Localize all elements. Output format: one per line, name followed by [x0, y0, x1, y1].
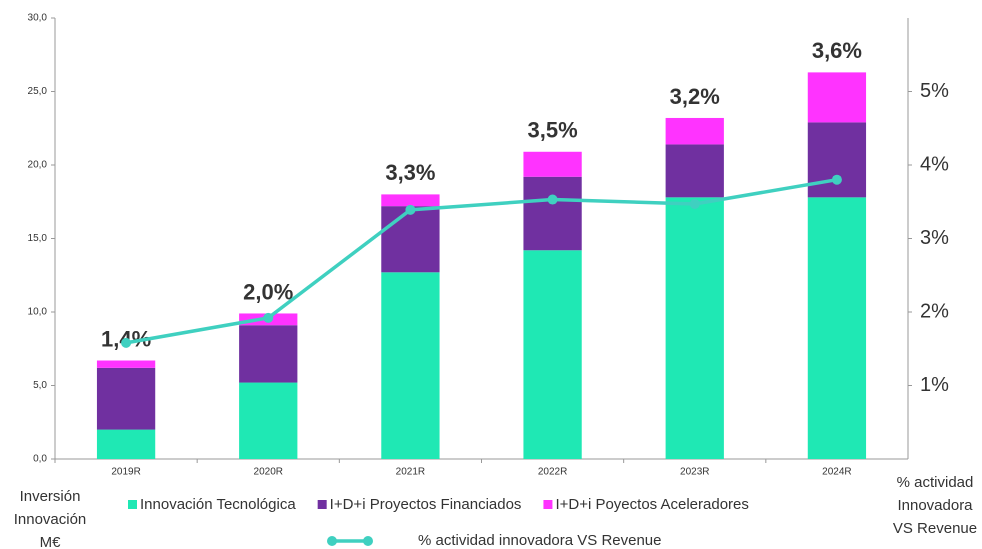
bar-segment [523, 250, 582, 459]
annotation: 3,5% [528, 118, 578, 143]
bar-segment [381, 272, 440, 459]
bar-segment [807, 122, 867, 198]
x-tick-label: 2020R [254, 467, 283, 478]
line-marker [121, 337, 132, 348]
legend-swatch [317, 500, 327, 509]
annotation: 2,0% [243, 279, 293, 304]
bar-segment [381, 206, 440, 273]
legend-marker [327, 536, 337, 546]
y-tick-label: 0,0 [33, 454, 47, 465]
bar-segment [96, 367, 156, 430]
line-marker [831, 174, 842, 185]
bar-segment [523, 176, 582, 251]
annotation: 3,3% [385, 160, 435, 185]
bar-segment [239, 382, 298, 459]
bar-segment [665, 144, 724, 198]
legend-swatch [543, 500, 553, 509]
y2-tick-label: 1% [920, 374, 949, 396]
y-tick-label: 15,0 [28, 233, 48, 244]
y2-axis-label: Innovadora [897, 497, 973, 514]
line-marker [547, 194, 558, 205]
x-tick-label: 2021R [396, 467, 425, 478]
y2-axis-label: % actividad [897, 474, 974, 491]
y-tick-label: 30,0 [28, 13, 48, 24]
bar-segment [807, 72, 867, 123]
y-axis-label: Innovación [14, 511, 87, 528]
line-marker [405, 204, 416, 215]
y-tick-label: 20,0 [28, 160, 48, 171]
y-tick-label: 25,0 [28, 86, 48, 97]
bar-segment [665, 197, 724, 459]
y2-axis-label: VS Revenue [893, 520, 977, 537]
line-marker [263, 312, 274, 323]
line-series [125, 177, 838, 345]
legend-marker [363, 536, 373, 546]
y2-tick-label: 2% [920, 300, 949, 322]
legend-swatch [128, 500, 137, 509]
x-tick-label: 2023R [680, 467, 709, 478]
bar-segment [665, 117, 724, 145]
y-tick-label: 5,0 [33, 380, 47, 391]
y2-tick-label: 4% [920, 153, 949, 175]
bar-segment [96, 429, 156, 459]
bar-segment [381, 194, 440, 207]
legend-label: Innovación Tecnológica [140, 496, 296, 513]
bar-segment [239, 325, 298, 383]
bar-segment [96, 360, 156, 368]
bar-segment [523, 151, 582, 177]
y-axis-label: Inversión [20, 488, 81, 505]
y-axis-label: M€ [40, 534, 61, 549]
x-tick-label: 2019R [111, 467, 140, 478]
annotation: 3,2% [670, 84, 720, 109]
line-marker [689, 198, 700, 209]
legend-label: % actividad innovadora VS Revenue [418, 532, 662, 549]
legend-label: I+D+i Proyectos Financiados [330, 496, 522, 513]
bar-segment [807, 197, 867, 459]
legend-label: I+D+i Poyectos Aceleradores [555, 496, 748, 513]
x-tick-label: 2022R [538, 467, 567, 478]
annotation: 3,6% [812, 38, 862, 63]
x-tick-label: 2024R [822, 467, 851, 478]
y2-tick-label: 3% [920, 227, 949, 249]
y2-tick-label: 5% [920, 80, 949, 102]
y-tick-label: 10,0 [28, 307, 48, 318]
